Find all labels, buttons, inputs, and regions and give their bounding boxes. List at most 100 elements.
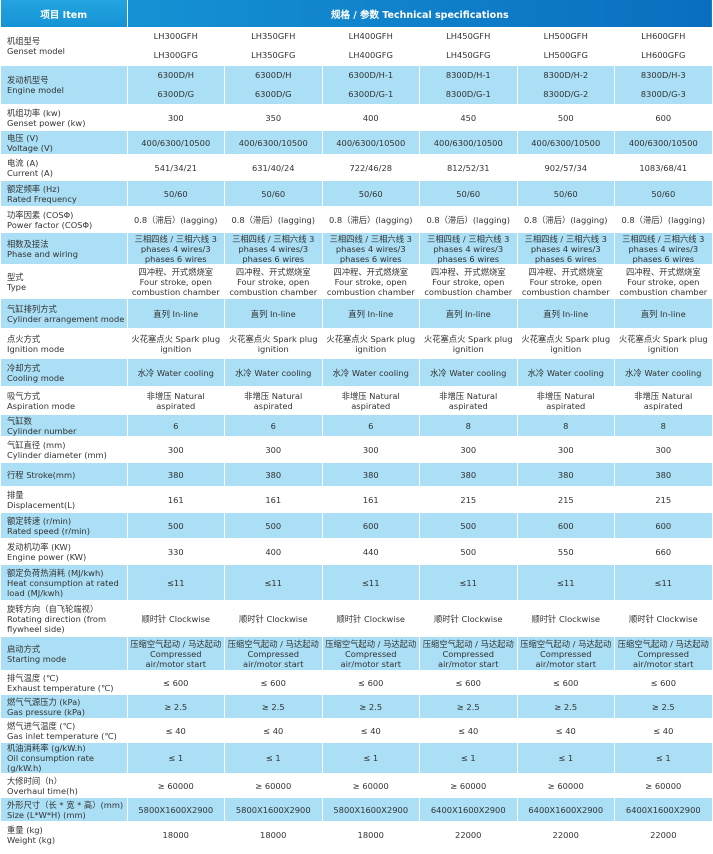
- spec-value-cell: 火花塞点火 Spark plug ignition: [517, 328, 615, 359]
- row-label-zh: 旋转方向（自飞轮端视）: [7, 603, 99, 614]
- spec-value-cell: ≤11: [322, 564, 420, 601]
- row-label-zh: 外形尺寸（长 * 宽 * 高）(mm): [7, 799, 124, 810]
- spec-value-cell: LH450GFH LH450GFG: [419, 27, 518, 66]
- spec-value-cell: 8: [517, 414, 615, 437]
- spec-value: 18000: [162, 829, 189, 840]
- spec-value-cell: 压缩空气起动 / 马达起动 Compressed air/motor start: [322, 636, 420, 671]
- row-label: 启动方式 Starting mode: [1, 636, 128, 671]
- spec-value-cell: 660: [614, 538, 713, 565]
- spec-value-cell: 三相四线 / 三相六线 3 phases 4 wires/3 phases 6 …: [127, 232, 225, 265]
- spec-value-cell: 541/34/21: [127, 154, 225, 181]
- spec-value-cell: 6: [322, 414, 420, 437]
- row-label-en: Rated Frequency: [7, 193, 77, 204]
- spec-value-cell: 6: [127, 414, 225, 437]
- spec-value-cell: ≥ 60000: [517, 773, 615, 798]
- spec-value: 6300D/G: [157, 89, 195, 99]
- spec-value-cell: 350: [224, 104, 323, 131]
- spec-value-cell: 水冷 Water cooling: [224, 358, 323, 387]
- spec-value-cell: 压缩空气起动 / 马达起动 Compressed air/motor start: [419, 636, 518, 671]
- spec-value-cell: 215: [517, 486, 615, 513]
- spec-value: ≥ 2.5: [651, 701, 675, 712]
- spec-value-cell: ≤ 1: [224, 742, 323, 774]
- spec-value-cell: 500: [224, 512, 323, 539]
- row-label-en: Genset model: [7, 46, 65, 56]
- spec-value-cell: ≤ 1: [419, 742, 518, 774]
- spec-value-cell: 400: [322, 104, 420, 131]
- table-row: 气缸数 Cylinder number 6 6 6 8 8 8: [1, 414, 713, 437]
- spec-value-cell: 50/60: [322, 180, 420, 207]
- spec-value: 660: [655, 546, 672, 557]
- row-label-zh: 功率因素 (COSΦ): [7, 209, 74, 220]
- spec-value-cell: 812/52/31: [419, 154, 518, 181]
- spec-value: 压缩空气起动 / 马达起动 Compressed air/motor start: [325, 638, 417, 669]
- spec-value-cell: ≤ 40: [614, 718, 713, 743]
- spec-value-cell: 380: [517, 462, 615, 487]
- row-label-en: Displacement(L): [7, 499, 76, 510]
- spec-value-cell: 非增压 Natural aspirated: [224, 386, 323, 415]
- spec-value-cell: 300: [419, 436, 518, 463]
- spec-value: ≤ 600: [163, 677, 189, 688]
- row-label-zh: 发动机型号: [7, 75, 49, 85]
- spec-value: 直列 In-line: [640, 308, 686, 319]
- spec-value-cell: 161: [127, 486, 225, 513]
- table-row: 行程 Stroke(mm) 380 380 380 380 380 380: [1, 462, 713, 487]
- spec-value: 300: [167, 444, 184, 455]
- spec-value: 600: [557, 520, 574, 531]
- spec-value: 三相四线 / 三相六线 3 phases 4 wires/3 phases 6 …: [329, 233, 412, 264]
- spec-value: 550: [557, 546, 574, 557]
- spec-value: LH500GFH: [543, 31, 588, 41]
- row-label-zh: 吸气方式: [7, 390, 41, 401]
- spec-value-cell: 5800X1600X2900: [224, 797, 323, 822]
- row-label: 气缸数 Cylinder number: [1, 414, 128, 437]
- spec-value: 6400X1600X2900: [528, 804, 604, 815]
- table-row: 吸气方式 Aspiration mode 非增压 Natural aspirated…: [1, 386, 713, 415]
- spec-value-cell: 压缩空气起动 / 马达起动 Compressed air/motor start: [614, 636, 713, 671]
- spec-value-cell: 四冲程、开式燃烧室 Four stroke, open combustion c…: [614, 264, 713, 299]
- spec-value: 541/34/21: [154, 162, 198, 173]
- spec-value-cell: 顺时针 Clockwise: [614, 600, 713, 637]
- spec-value: 5800X1600X2900: [138, 804, 214, 815]
- spec-value-cell: 400/6300/10500: [127, 130, 225, 155]
- spec-value: 380: [460, 469, 477, 480]
- row-label-zh: 额定频率 (Hz): [7, 183, 60, 194]
- spec-value: 300: [265, 444, 282, 455]
- spec-value-cell: 直列 In-line: [127, 298, 225, 329]
- spec-value: ≥ 60000: [547, 780, 584, 791]
- spec-value: ≤ 600: [358, 677, 384, 688]
- spec-value: 顺时针 Clockwise: [433, 613, 503, 624]
- spec-value: ≥ 60000: [157, 780, 194, 791]
- spec-value: 0.8（滞后）(lagging): [133, 214, 218, 225]
- row-label-en: Cylinder arrangement mode: [7, 313, 125, 324]
- spec-value-cell: 直列 In-line: [322, 298, 420, 329]
- spec-value: 四冲程、开式燃烧室 Four stroke, open combustion c…: [521, 266, 610, 297]
- row-label-en: Cooling mode: [7, 372, 65, 383]
- spec-value: 四冲程、开式燃烧室 Four stroke, open combustion c…: [424, 266, 513, 297]
- spec-value: ≤ 600: [650, 677, 676, 688]
- row-label-en: Genset power (kw): [7, 117, 86, 128]
- spec-value: 6300D/G: [254, 89, 292, 99]
- spec-value-cell: 8: [419, 414, 518, 437]
- spec-value-cell: 50/60: [614, 180, 713, 207]
- table-row: 型式 Type 四冲程、开式燃烧室 Four stroke, open combus…: [1, 264, 713, 299]
- table-row: 大修时间（h） Overhaul time(h) ≥ 60000 ≥ 60000 ≥ 6…: [1, 773, 713, 798]
- spec-value: ≤ 1: [168, 753, 184, 763]
- row-label-en: Cylinder diameter (mm): [7, 449, 107, 460]
- spec-value-cell: ≤ 600: [517, 670, 615, 695]
- spec-value: 8300D/G-1: [445, 89, 491, 99]
- spec-value-cell: 50/60: [517, 180, 615, 207]
- spec-value: 8: [660, 420, 666, 431]
- spec-value-cell: 330: [127, 538, 225, 565]
- spec-value: 400/6300/10500: [531, 137, 601, 148]
- spec-value: 直列 In-line: [445, 308, 491, 319]
- spec-value: 380: [167, 469, 184, 480]
- spec-value: 非增压 Natural aspirated: [439, 390, 498, 411]
- spec-value: ≤ 600: [260, 677, 286, 688]
- row-label: 额定负荷热消耗 (MJ/kwh) Heat consumption at rate…: [1, 564, 128, 601]
- spec-value-cell: 顺时针 Clockwise: [322, 600, 420, 637]
- spec-value: 火花塞点火 Spark plug ignition: [228, 333, 318, 354]
- spec-value: 非增压 Natural aspirated: [244, 390, 303, 411]
- spec-value: 1083/68/41: [639, 162, 688, 173]
- spec-value-cell: 直列 In-line: [517, 298, 615, 329]
- row-label-en: Weight (kg): [7, 834, 56, 845]
- spec-value: 5800X1600X2900: [235, 804, 311, 815]
